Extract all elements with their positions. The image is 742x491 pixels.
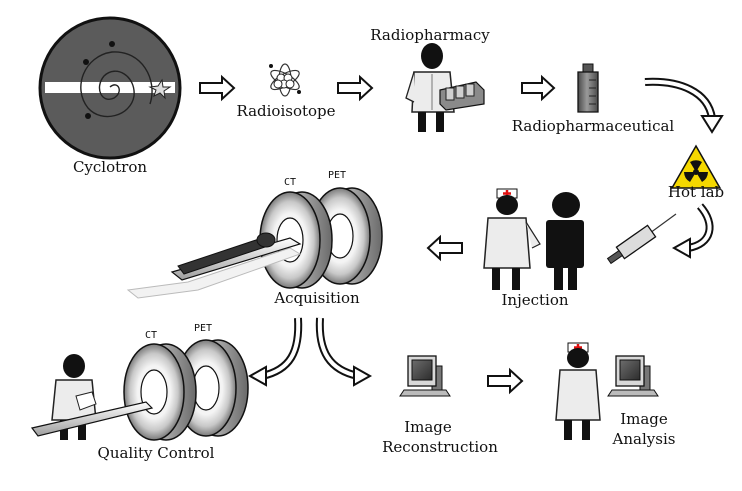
analysis-computer-icon (607, 355, 659, 397)
radiopharmacy-label: Radiopharmacy (370, 26, 490, 44)
qc-table-icon (30, 401, 154, 437)
acquisition-label: Acquisition (273, 289, 360, 307)
qc-ct-gantry-icon (123, 343, 197, 441)
quality-control-label: Quality Control (98, 444, 215, 462)
hot-lab-label: Hot lab (668, 183, 724, 201)
analyst-figure-icon (555, 342, 601, 440)
atom-icon (269, 63, 301, 97)
cyclotron-icon (38, 16, 182, 160)
image-analysis-label-line2: Analysis (612, 430, 676, 448)
arrow-acquisition-to-quality-control (247, 317, 303, 387)
reconstruction-computer-icon (399, 355, 451, 397)
ct-label-bottom: CT (145, 330, 157, 341)
qc-technician-figure-icon (51, 354, 97, 440)
vial-rack-icon (439, 81, 485, 111)
image-analysis-label-line1: Image (620, 410, 668, 428)
radioisotope-label: Radioisotope (236, 102, 335, 120)
image-reconstruction-label-line1: Image (404, 418, 452, 436)
syringe-icon (606, 213, 677, 265)
pet-label-top: PET (328, 170, 346, 181)
arrow-hotlab-to-syringe (671, 203, 714, 259)
ct-label-top: CT (284, 177, 296, 188)
cyclotron-label: Cyclotron (73, 158, 147, 176)
arrow-injection-to-acquisition (426, 234, 463, 262)
radiation-hazard-icon (670, 144, 722, 189)
patient-table-icon (126, 232, 302, 299)
radiopharmaceutical-label: Radiopharmaceutical (512, 117, 675, 135)
arrow-cyclotron-to-radioisotope (199, 74, 236, 102)
pet-label-bottom: PET (194, 323, 212, 334)
injection-label: Injection (501, 291, 568, 309)
patient-figure-icon (546, 192, 584, 290)
arrow-radiopharmaceutical-to-hotlab (644, 77, 724, 134)
image-reconstruction-label-line2: Reconstruction (382, 438, 498, 456)
ct-gantry-icon (259, 191, 333, 289)
arrow-reconstruction-to-analysis (487, 367, 524, 395)
nurse-figure-icon (483, 188, 541, 290)
arrow-acquisition-to-reconstruction (315, 317, 373, 387)
arrow-radiopharmacy-to-radiopharmaceutical (521, 74, 556, 102)
arrow-radioisotope-to-radiopharmacy (337, 74, 374, 102)
vial-bottle-icon (577, 63, 599, 113)
